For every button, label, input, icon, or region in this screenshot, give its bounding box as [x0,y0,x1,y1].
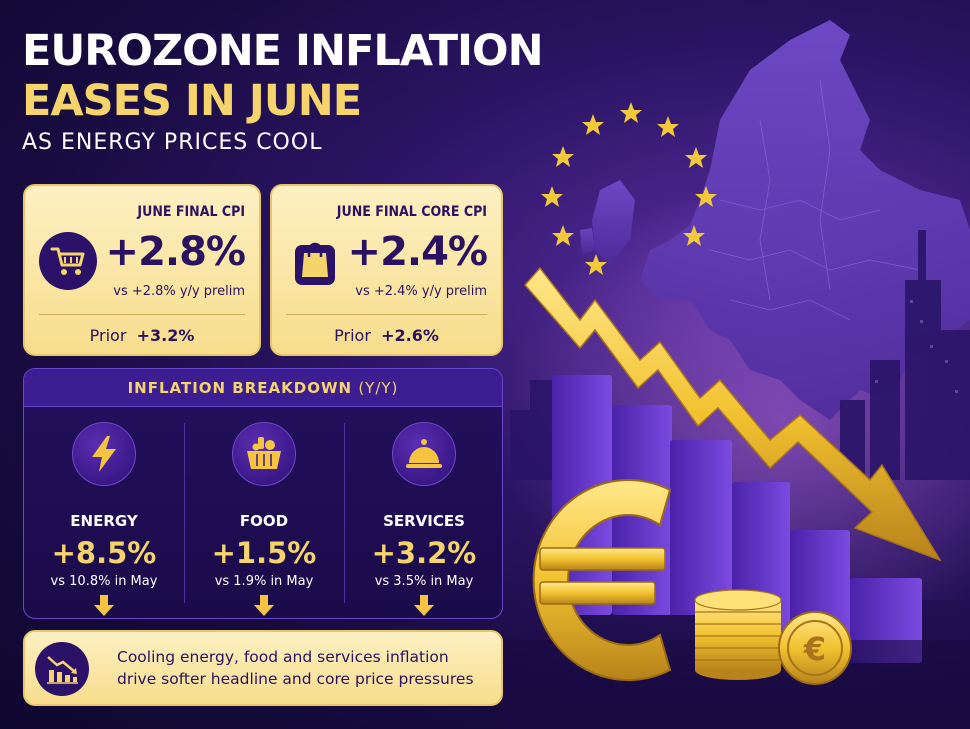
service-bell-icon [392,422,456,486]
prior-label: Prior [89,326,127,345]
down-arrow-icon [254,595,274,616]
prior-value: +2.6% [381,326,439,345]
item-name: FOOD [239,512,289,530]
item-value: +8.5% [51,536,157,570]
declining-chart-icon [35,642,89,696]
card-value: +2.8% [105,229,246,275]
breakdown-title-text: INFLATION BREAKDOWN [127,378,353,397]
headline-block: EUROZONE INFLATION EASES IN JUNE AS ENER… [22,26,544,158]
item-value: +3.2% [371,536,477,570]
card-prior: Prior +2.6% [272,326,501,345]
breakdown-title: INFLATION BREAKDOWN (Y/Y) [24,369,502,407]
column-divider [184,423,185,603]
breakdown-item-energy: ENERGY +8.5% vs 10.8% in May [24,407,184,618]
headline-line-1: EUROZONE INFLATION [22,26,544,76]
downtrend-arrow [524,266,942,562]
final-core-cpi-card: JUNE FINAL CORE CPI +2.4% vs +2.4% y/y p… [270,184,503,356]
prior-label: Prior [334,326,371,345]
down-arrow-icon [94,595,114,616]
inflation-breakdown-panel: INFLATION BREAKDOWN (Y/Y) ENERGY +8.5% v… [23,368,503,619]
card-divider [286,314,487,315]
summary-text: Cooling energy, food and services inflat… [117,646,497,690]
summary-line-2: drive softer headline and core price pre… [117,670,474,688]
summary-line-1: Cooling energy, food and services inflat… [117,648,449,666]
column-divider [344,423,345,603]
item-comparison: vs 1.9% in May [214,574,314,589]
euro-coin: € [778,611,852,685]
headline-subtitle: AS ENERGY PRICES COOL [22,130,323,155]
europe-map-shape [640,20,970,420]
breakdown-item-food: FOOD +1.5% vs 1.9% in May [184,407,344,618]
card-label: JUNE FINAL CORE CPI [336,204,487,220]
coin-stack [694,589,782,680]
breakdown-title-suffix: (Y/Y) [358,378,399,397]
final-cpi-card: JUNE FINAL CPI +2.8% vs +2.8% y/y prelim… [23,184,261,356]
card-divider [39,314,245,315]
europe-map-euro-chart-illustration: € [500,20,970,729]
card-comparison: vs +2.8% y/y prelim [113,284,245,299]
item-value: +1.5% [211,536,317,570]
eu-stars [541,102,717,275]
down-arrow-icon [414,595,434,616]
prior-value: +3.2% [136,326,195,345]
breakdown-item-services: SERVICES +3.2% vs 3.5% in May [344,407,502,618]
shopping-cart-icon [39,232,97,290]
item-comparison: vs 3.5% in May [374,574,474,589]
headline-line-2: EASES IN JUNE [22,76,362,126]
card-prior: Prior +3.2% [25,326,259,345]
hero-illustration: € [500,0,970,729]
card-value: +2.4% [347,229,488,275]
shopping-bag-icon [286,232,344,290]
svg-text:€: € [803,630,826,668]
lightning-bolt-icon [72,422,136,486]
euro-symbol [532,479,672,681]
card-label: JUNE FINAL CPI [137,204,245,220]
item-comparison: vs 10.8% in May [50,574,158,589]
grocery-basket-icon [232,422,296,486]
item-name: ENERGY [70,512,138,530]
card-comparison: vs +2.4% y/y prelim [355,284,487,299]
item-name: SERVICES [383,512,465,530]
summary-banner: Cooling energy, food and services inflat… [23,630,503,706]
